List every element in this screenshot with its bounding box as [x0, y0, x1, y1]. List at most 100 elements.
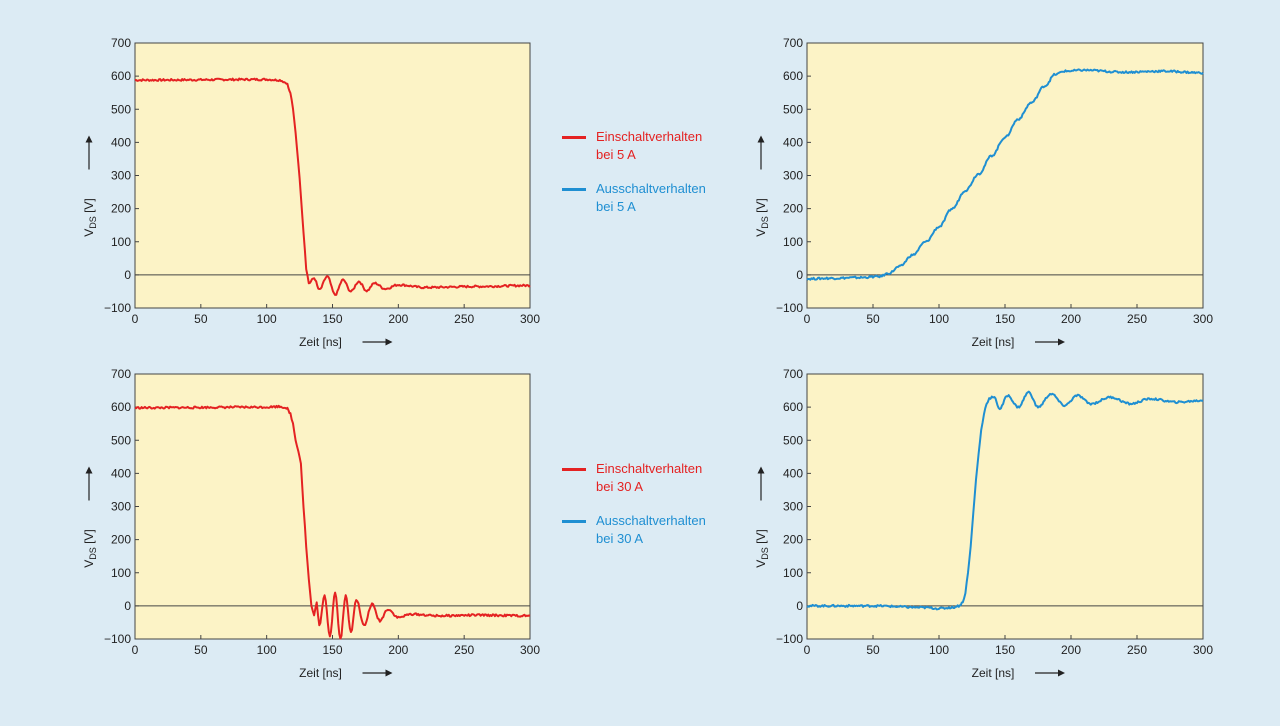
- y-tick-label: 100: [111, 235, 131, 249]
- series-line: [806, 390, 1204, 611]
- y-tick-label: 400: [783, 135, 803, 149]
- y-axis-label: VDS [V]: [754, 529, 770, 568]
- x-tick-label: 300: [1193, 643, 1213, 657]
- x-axis-arrowhead: [1058, 338, 1065, 346]
- y-tick-label: 500: [783, 433, 803, 447]
- y-tick-label: 0: [124, 268, 131, 282]
- chart-off-30A: 0 50 100 150 200 250 300−100010020030040050060…: [754, 367, 1213, 680]
- x-axis-label: Zeit [ns]: [299, 335, 342, 349]
- y-axis-label: VDS [V]: [82, 198, 98, 237]
- x-tick-label: 0: [132, 643, 139, 657]
- y-tick-label: −100: [776, 632, 803, 646]
- y-tick-label: 600: [783, 69, 803, 83]
- legend-swatch-blue: [562, 520, 586, 523]
- legend-swatch-blue: [562, 188, 586, 191]
- x-tick-label: 250: [1127, 643, 1147, 657]
- y-tick-label: 600: [111, 400, 131, 414]
- y-tick-label: 500: [111, 433, 131, 447]
- y-tick-label: 100: [783, 235, 803, 249]
- chart-off-5A: 0 50 100 150 200 250 300−100010020030040050060…: [754, 36, 1213, 349]
- legend-text: Einschaltverhalten: [596, 129, 703, 144]
- y-tick-label: 400: [111, 466, 131, 480]
- x-tick-label: 150: [995, 643, 1015, 657]
- x-axis-label: Zeit [ns]: [972, 335, 1015, 349]
- x-tick-label: 50: [866, 643, 880, 657]
- x-axis-arrowhead: [1058, 669, 1065, 677]
- legend-text: Ausschaltverhalten: [596, 181, 706, 196]
- x-tick-label: 100: [929, 643, 949, 657]
- legend-item-off-30A: Ausschaltverhalten bei 30 A: [562, 512, 732, 548]
- y-tick-label: 100: [111, 566, 131, 580]
- x-tick-label: 0: [804, 312, 811, 326]
- y-tick-label: −100: [776, 301, 803, 315]
- legend-5A: Einschaltverhalten bei 5 A Ausschaltverh…: [562, 128, 732, 232]
- y-tick-label: 0: [124, 599, 131, 613]
- series-line: [134, 404, 531, 640]
- x-tick-label: 0: [132, 312, 139, 326]
- series-line: [806, 68, 1204, 281]
- y-tick-label: 400: [783, 466, 803, 480]
- y-tick-label: 0: [796, 268, 803, 282]
- x-tick-label: 200: [1061, 643, 1081, 657]
- y-tick-label: 400: [111, 135, 131, 149]
- legend-text: Einschaltverhalten: [596, 461, 703, 476]
- y-axis-arrowhead: [85, 135, 93, 143]
- x-tick-label: 50: [866, 312, 880, 326]
- y-tick-label: −100: [104, 301, 131, 315]
- y-tick-label: 300: [783, 500, 803, 514]
- x-axis-label: Zeit [ns]: [299, 666, 342, 680]
- x-tick-label: 300: [520, 312, 540, 326]
- y-tick-label: −100: [104, 632, 131, 646]
- legend-item-on-5A: Einschaltverhalten bei 5 A: [562, 128, 732, 164]
- y-axis-arrowhead: [757, 466, 765, 474]
- y-axis-label: VDS [V]: [82, 529, 98, 568]
- chart-on-30A: 0 50 100 150 200 250 300−100010020030040050060…: [82, 367, 540, 680]
- x-tick-label: 250: [454, 312, 474, 326]
- y-tick-label: 600: [111, 69, 131, 83]
- legend-30A: Einschaltverhalten bei 30 A Ausschaltver…: [562, 460, 732, 564]
- series-line: [134, 77, 531, 296]
- y-axis-arrowhead: [757, 135, 765, 143]
- y-tick-label: 500: [111, 102, 131, 116]
- y-tick-label: 200: [111, 533, 131, 547]
- y-tick-label: 700: [111, 36, 131, 50]
- x-tick-label: 200: [388, 312, 408, 326]
- x-tick-label: 300: [1193, 312, 1213, 326]
- x-tick-label: 50: [194, 643, 208, 657]
- x-axis-arrowhead: [385, 669, 393, 677]
- y-tick-label: 100: [783, 566, 803, 580]
- y-tick-label: 200: [783, 533, 803, 547]
- x-tick-label: 250: [454, 643, 474, 657]
- y-tick-label: 600: [783, 400, 803, 414]
- y-tick-label: 300: [783, 169, 803, 183]
- legend-text: bei 5 A: [596, 199, 636, 214]
- x-tick-label: 100: [257, 643, 277, 657]
- x-tick-label: 0: [804, 643, 811, 657]
- chart-on-5A: 0 50 100 150 200 250 300−100010020030040050060…: [82, 36, 540, 349]
- legend-swatch-red: [562, 136, 586, 139]
- y-axis-label: VDS [V]: [754, 198, 770, 237]
- legend-item-off-5A: Ausschaltverhalten bei 5 A: [562, 180, 732, 216]
- x-tick-label: 250: [1127, 312, 1147, 326]
- x-tick-label: 300: [520, 643, 540, 657]
- legend-text: bei 30 A: [596, 531, 643, 546]
- x-tick-label: 50: [194, 312, 208, 326]
- legend-item-on-30A: Einschaltverhalten bei 30 A: [562, 460, 732, 496]
- plot-area: [134, 42, 531, 309]
- x-tick-label: 100: [257, 312, 277, 326]
- legend-text: Ausschaltverhalten: [596, 513, 706, 528]
- y-tick-label: 500: [783, 102, 803, 116]
- y-tick-label: 0: [796, 599, 803, 613]
- plot-area: [806, 42, 1204, 309]
- plot-area: [134, 373, 531, 640]
- legend-text: bei 30 A: [596, 479, 643, 494]
- x-axis-label: Zeit [ns]: [972, 666, 1015, 680]
- legend-text: bei 5 A: [596, 147, 636, 162]
- x-tick-label: 150: [322, 643, 342, 657]
- y-tick-label: 200: [783, 202, 803, 216]
- y-tick-label: 300: [111, 500, 131, 514]
- plot-area: [806, 373, 1204, 640]
- y-tick-label: 700: [783, 367, 803, 381]
